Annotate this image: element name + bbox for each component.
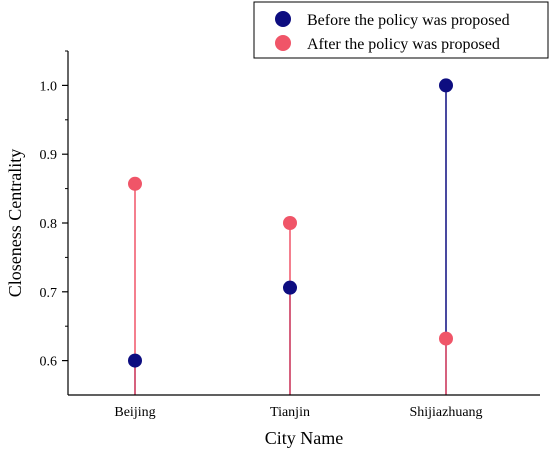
axes-layer — [67, 51, 540, 396]
stems-layer — [134, 85, 447, 395]
x-tick-label: Shijiazhuang — [409, 405, 482, 420]
y-axis-label: Closeness Centrality — [5, 149, 25, 297]
legend-marker — [275, 35, 291, 51]
point-after — [439, 331, 453, 346]
legend-label: Before the policy was proposed — [307, 12, 510, 29]
x-ticks: Beijing Tianjin Shijiazhuang — [114, 405, 482, 420]
x-tick-label: Tianjin — [270, 405, 310, 420]
x-tick-label: Beijing — [114, 405, 155, 420]
legend-box — [253, 1, 549, 59]
y-ticks: 0.6 0.7 0.8 0.9 1.0 — [40, 50, 68, 370]
point-before — [128, 353, 142, 368]
y-tick-label: 0.8 — [40, 217, 58, 232]
legend: Before the policy was proposed After the … — [253, 1, 549, 59]
legend-marker — [275, 11, 291, 27]
y-tick-label: 0.6 — [40, 355, 58, 370]
point-after — [283, 216, 297, 230]
point-before — [283, 280, 297, 295]
points-layer — [128, 78, 453, 368]
point-after — [128, 176, 142, 191]
y-tick-label: 0.7 — [40, 286, 58, 301]
y-tick-label: 0.9 — [40, 148, 58, 163]
x-axis-label: City Name — [265, 428, 344, 448]
legend-label: After the policy was proposed — [307, 36, 500, 53]
y-tick-label: 1.0 — [40, 79, 58, 94]
point-before — [439, 78, 453, 93]
